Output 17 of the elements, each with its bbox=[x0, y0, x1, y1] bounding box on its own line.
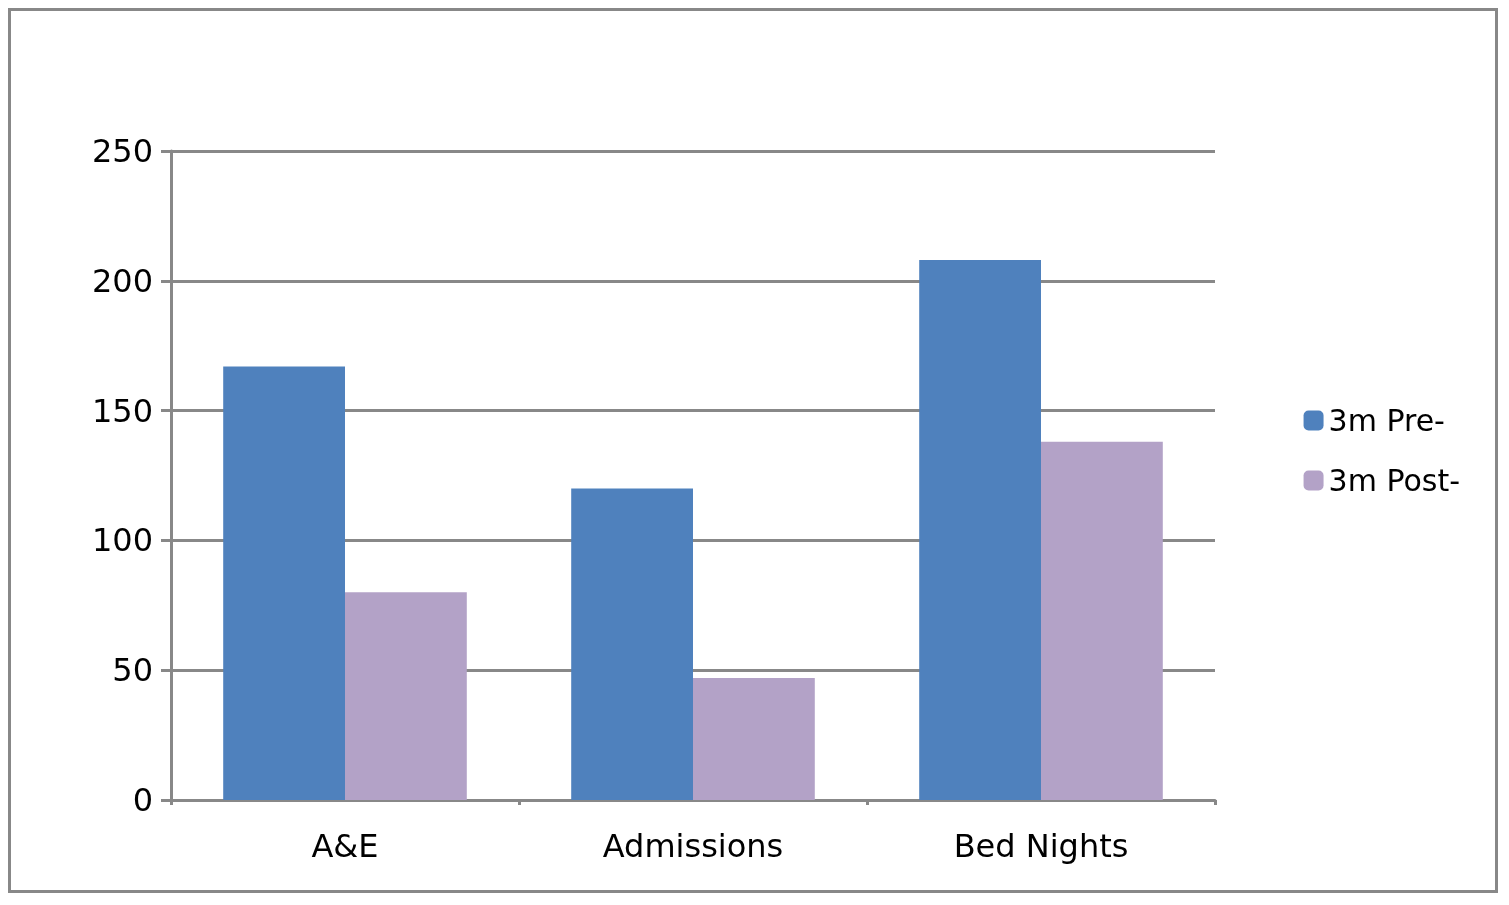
bar bbox=[693, 677, 815, 800]
bar bbox=[919, 260, 1041, 800]
y-tick-label: 150 bbox=[91, 391, 153, 430]
x-tick-label: Admissions bbox=[602, 827, 784, 865]
x-tick-label: A&E bbox=[311, 827, 379, 865]
legend-label: 3m Post- bbox=[1328, 463, 1461, 498]
bar bbox=[345, 592, 467, 800]
bar bbox=[1041, 441, 1163, 800]
y-tick-label: 100 bbox=[91, 521, 153, 560]
bar bbox=[571, 488, 693, 800]
y-tick-label: 200 bbox=[91, 261, 153, 300]
x-tick-label: Bed Nights bbox=[953, 827, 1129, 865]
y-tick-label: 50 bbox=[112, 651, 153, 690]
bar bbox=[223, 366, 345, 800]
legend-label: 3m Pre- bbox=[1328, 403, 1445, 438]
y-tick-label: 0 bbox=[132, 781, 153, 819]
y-tick-label: 250 bbox=[91, 132, 153, 170]
